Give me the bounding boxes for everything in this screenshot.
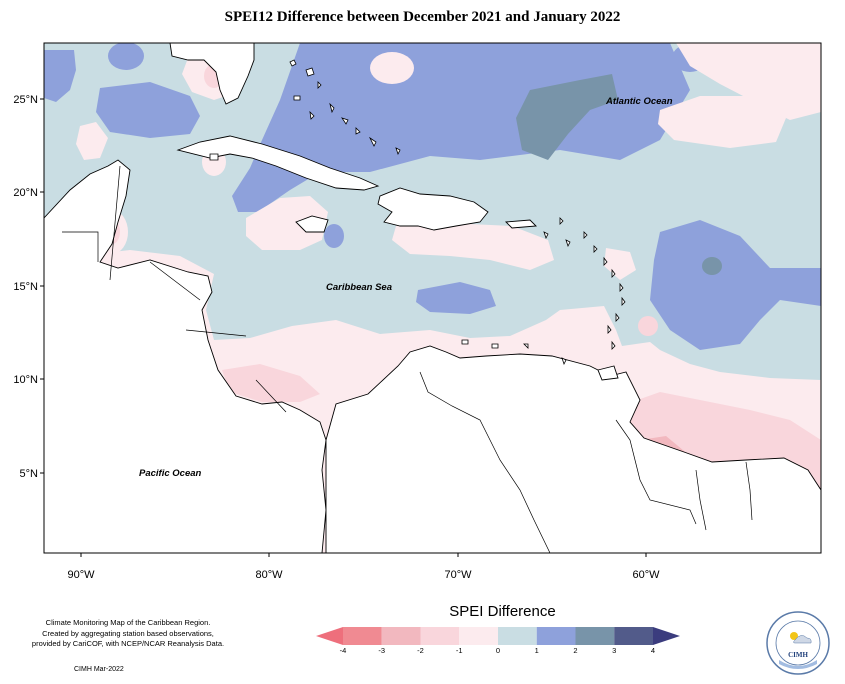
legend-under-arrow: [316, 627, 343, 645]
lon-ticks: [80, 553, 647, 557]
credits-line-2: Created by aggregating station based obs…: [42, 628, 214, 638]
ocean-labels: Atlantic Ocean Caribbean Sea Pacific Oce…: [139, 96, 673, 479]
pacific-ocean-label: Pacific Ocean: [139, 468, 202, 479]
hispaniola: [377, 187, 489, 231]
cloud-icon: [793, 635, 812, 644]
legend-tick-label: 4: [651, 646, 655, 655]
lat-label-5: 5°N: [20, 468, 39, 480]
sun-icon: [790, 632, 798, 640]
credits: Climate Monitoring Map of the Caribbean …: [28, 618, 228, 650]
legend-color-box: [614, 627, 653, 645]
cimh-logo: CIMH: [766, 611, 830, 675]
lon-label-60: 60°W: [632, 569, 660, 581]
legend-tick-label: -2: [417, 646, 424, 655]
legend-tick-label: 0: [496, 646, 500, 655]
legend-color-box: [343, 627, 382, 645]
credits-line-1: Climate Monitoring Map of the Caribbean …: [45, 618, 211, 627]
credits-date: CIMH Mar-2022: [74, 666, 124, 673]
legend-tick-label: -3: [378, 646, 385, 655]
legend-color-box: [420, 627, 460, 645]
south-america: [325, 345, 821, 553]
legend-title: SPEI Difference: [449, 603, 556, 620]
colombia-venezuela-border: [419, 371, 551, 553]
legend-color-box: [575, 627, 615, 645]
lat-label-20: 20°N: [13, 187, 38, 199]
legend-tick-label: 2: [573, 646, 577, 655]
legend-tick-label: 1: [535, 646, 539, 655]
guyana-suriname-border: [695, 469, 707, 531]
legend-color-box: [459, 627, 498, 645]
central-america: [44, 159, 327, 553]
islands: [209, 59, 626, 366]
legend-color-box: [498, 627, 537, 645]
lat-label-15: 15°N: [13, 281, 38, 293]
puerto-rico: [504, 219, 538, 229]
honduras-border: [149, 261, 201, 301]
florida: [169, 43, 255, 105]
suriname-guiana-border: [745, 461, 753, 521]
lat-label-10: 10°N: [13, 374, 38, 386]
caribbean-sea-label: Caribbean Sea: [326, 282, 392, 293]
lat-label-25: 25°N: [13, 94, 38, 106]
jamaica: [295, 215, 329, 233]
costa-rica-border: [255, 379, 287, 413]
lon-label-90: 90°W: [67, 569, 95, 581]
logo-text: CIMH: [788, 651, 808, 659]
cuba: [176, 135, 380, 191]
legend-tick-label: -1: [456, 646, 463, 655]
mexico-belize-border: [109, 165, 121, 281]
legend-color-box: [536, 627, 576, 645]
venezuela-guyana-border: [615, 419, 697, 525]
atlantic-ocean-label: Atlantic Ocean: [605, 96, 673, 107]
legend-tick-label: -4: [340, 646, 347, 655]
trinidad: [597, 365, 619, 381]
lat-labels: 25°N 20°N 15°N 10°N 5°N: [13, 94, 38, 480]
map-title: SPEI12 Difference between December 2021 …: [224, 9, 621, 25]
legend-over-arrow: [653, 627, 680, 645]
borders: [62, 165, 753, 553]
lon-labels: 90°W 80°W 70°W 60°W: [67, 569, 660, 581]
land: [44, 43, 821, 553]
credits-line-3: provided by CariCOF, with NCEP/NCAR Rean…: [31, 639, 225, 648]
nicaragua-border: [185, 329, 247, 337]
lon-label-80: 80°W: [255, 569, 283, 581]
lat-ticks: [40, 98, 44, 474]
legend-tick-label: 3: [612, 646, 616, 655]
legend-colorbar: -4 -3 -2 -1 0 1 2 3 4: [316, 627, 680, 655]
legend-color-box: [381, 627, 421, 645]
guatemala-border: [62, 231, 99, 262]
map-frame: [43, 42, 822, 554]
lon-label-70: 70°W: [444, 569, 472, 581]
